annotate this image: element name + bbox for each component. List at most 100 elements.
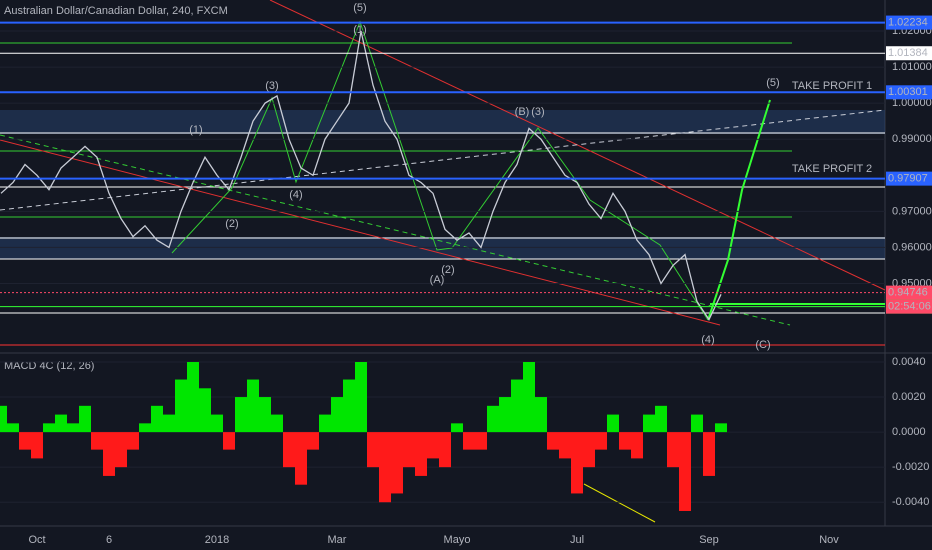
histogram-bar <box>355 362 367 433</box>
wave-label: (4) <box>701 334 714 346</box>
histogram-bar <box>79 405 91 433</box>
x-tick-label: Nov <box>819 534 839 546</box>
wave-label: (2) <box>225 218 238 230</box>
histogram-bar <box>619 432 631 450</box>
wave-label: (B) <box>515 106 530 118</box>
wave-label: (3) <box>265 80 278 92</box>
histogram-bar <box>235 397 247 433</box>
histogram-bar <box>571 432 583 494</box>
y-tick-label: 0.99000 <box>892 133 932 145</box>
y-tick-label: 0.97000 <box>892 205 932 217</box>
histogram-bar <box>0 405 7 433</box>
x-tick-label: Mar <box>328 534 347 546</box>
histogram-bar <box>331 397 343 433</box>
histogram-bar <box>547 432 559 450</box>
histogram-bar <box>115 432 127 468</box>
histogram-bar <box>127 432 139 450</box>
wave-label: (1) <box>353 24 366 36</box>
histogram-bar <box>487 405 499 433</box>
histogram-bar <box>703 432 715 476</box>
wave-line <box>171 20 709 321</box>
trend-line <box>0 134 791 326</box>
wave-label: (5) <box>766 77 779 89</box>
histogram-bar <box>139 423 151 433</box>
wave-label: (A) <box>430 274 445 286</box>
histogram-bar <box>391 432 403 494</box>
histogram-bar <box>67 423 79 433</box>
histogram-bar <box>259 397 271 433</box>
divergence-line <box>583 483 656 523</box>
histogram-bar <box>511 379 523 433</box>
drawings <box>0 0 886 523</box>
price-label: 1.01384 <box>888 47 928 59</box>
zone <box>0 110 885 134</box>
wave-label: (3) <box>531 106 544 118</box>
indicator-title: MACD 4C (12, 26) <box>4 360 94 372</box>
histogram-bar <box>427 432 439 459</box>
price-label-box <box>886 285 932 300</box>
histogram-bar <box>163 414 175 433</box>
histogram-bar <box>175 379 187 433</box>
x-tick-label: 2018 <box>205 534 229 546</box>
y-tick-label: -0.0020 <box>892 461 929 473</box>
histogram-bar <box>343 379 355 433</box>
histogram-bar <box>463 432 475 450</box>
price-label-box <box>886 46 932 61</box>
histogram-bar <box>655 405 667 433</box>
x-tick-label: Oct <box>28 534 45 546</box>
histogram-bar <box>19 432 31 450</box>
x-tick-label: Sep <box>699 534 719 546</box>
wave-label: (C) <box>755 339 770 351</box>
histogram-bar <box>319 414 331 433</box>
y-tick-label: 0.96000 <box>892 241 932 253</box>
histogram-bar <box>691 414 703 433</box>
histogram-bar <box>379 432 391 503</box>
histogram-bar <box>583 432 595 468</box>
x-tick-label: Mayo <box>444 534 471 546</box>
histogram-bar <box>7 423 19 433</box>
wave-label: (4) <box>289 189 302 201</box>
histogram-bar <box>679 432 691 511</box>
histogram-bar <box>211 414 223 433</box>
trend-line <box>0 139 721 326</box>
wave-label: TAKE PROFIT 1 <box>792 80 872 92</box>
histogram-bar <box>55 414 67 433</box>
histogram-bar <box>151 405 163 433</box>
histogram-bar <box>223 432 235 450</box>
price-label: 1.02234 <box>888 16 928 28</box>
price-label: 0.97907 <box>888 173 928 185</box>
histogram-bar <box>499 397 511 433</box>
y-tick-label: 0.0000 <box>892 426 926 438</box>
histogram-bar <box>595 432 607 450</box>
histogram-bar <box>103 432 115 476</box>
histogram-bar <box>559 432 571 459</box>
histogram-bar <box>91 432 103 450</box>
price-label-box <box>886 15 932 30</box>
x-tick-label: 6 <box>106 534 112 546</box>
x-tick-label: Jul <box>570 534 584 546</box>
histogram-bar <box>415 432 427 476</box>
y-tick-label: 1.01000 <box>892 61 932 73</box>
histogram-bar <box>475 432 487 450</box>
wave-label: (5) <box>353 2 366 14</box>
histogram-bar <box>307 432 319 450</box>
y-tick-label: 0.0040 <box>892 356 926 368</box>
histogram-bar <box>283 432 295 468</box>
histogram-bar <box>31 432 43 459</box>
histogram-bar <box>667 432 679 468</box>
histogram-bar <box>367 432 379 468</box>
histogram-bar <box>643 414 655 433</box>
forecast-arrow <box>707 99 771 321</box>
histogram-bar <box>271 414 283 433</box>
histogram-bar <box>523 362 535 433</box>
y-tick-label: 1.00000 <box>892 97 932 109</box>
chart-title: Australian Dollar/Canadian Dollar, 240, … <box>4 5 228 17</box>
wave-label: (1) <box>189 124 202 136</box>
histogram-bar <box>199 388 211 433</box>
histogram-bar <box>187 362 199 433</box>
histogram-bar <box>295 432 307 485</box>
histogram-bar <box>403 432 415 468</box>
histogram-bar <box>607 414 619 433</box>
price-label-box <box>886 85 932 100</box>
